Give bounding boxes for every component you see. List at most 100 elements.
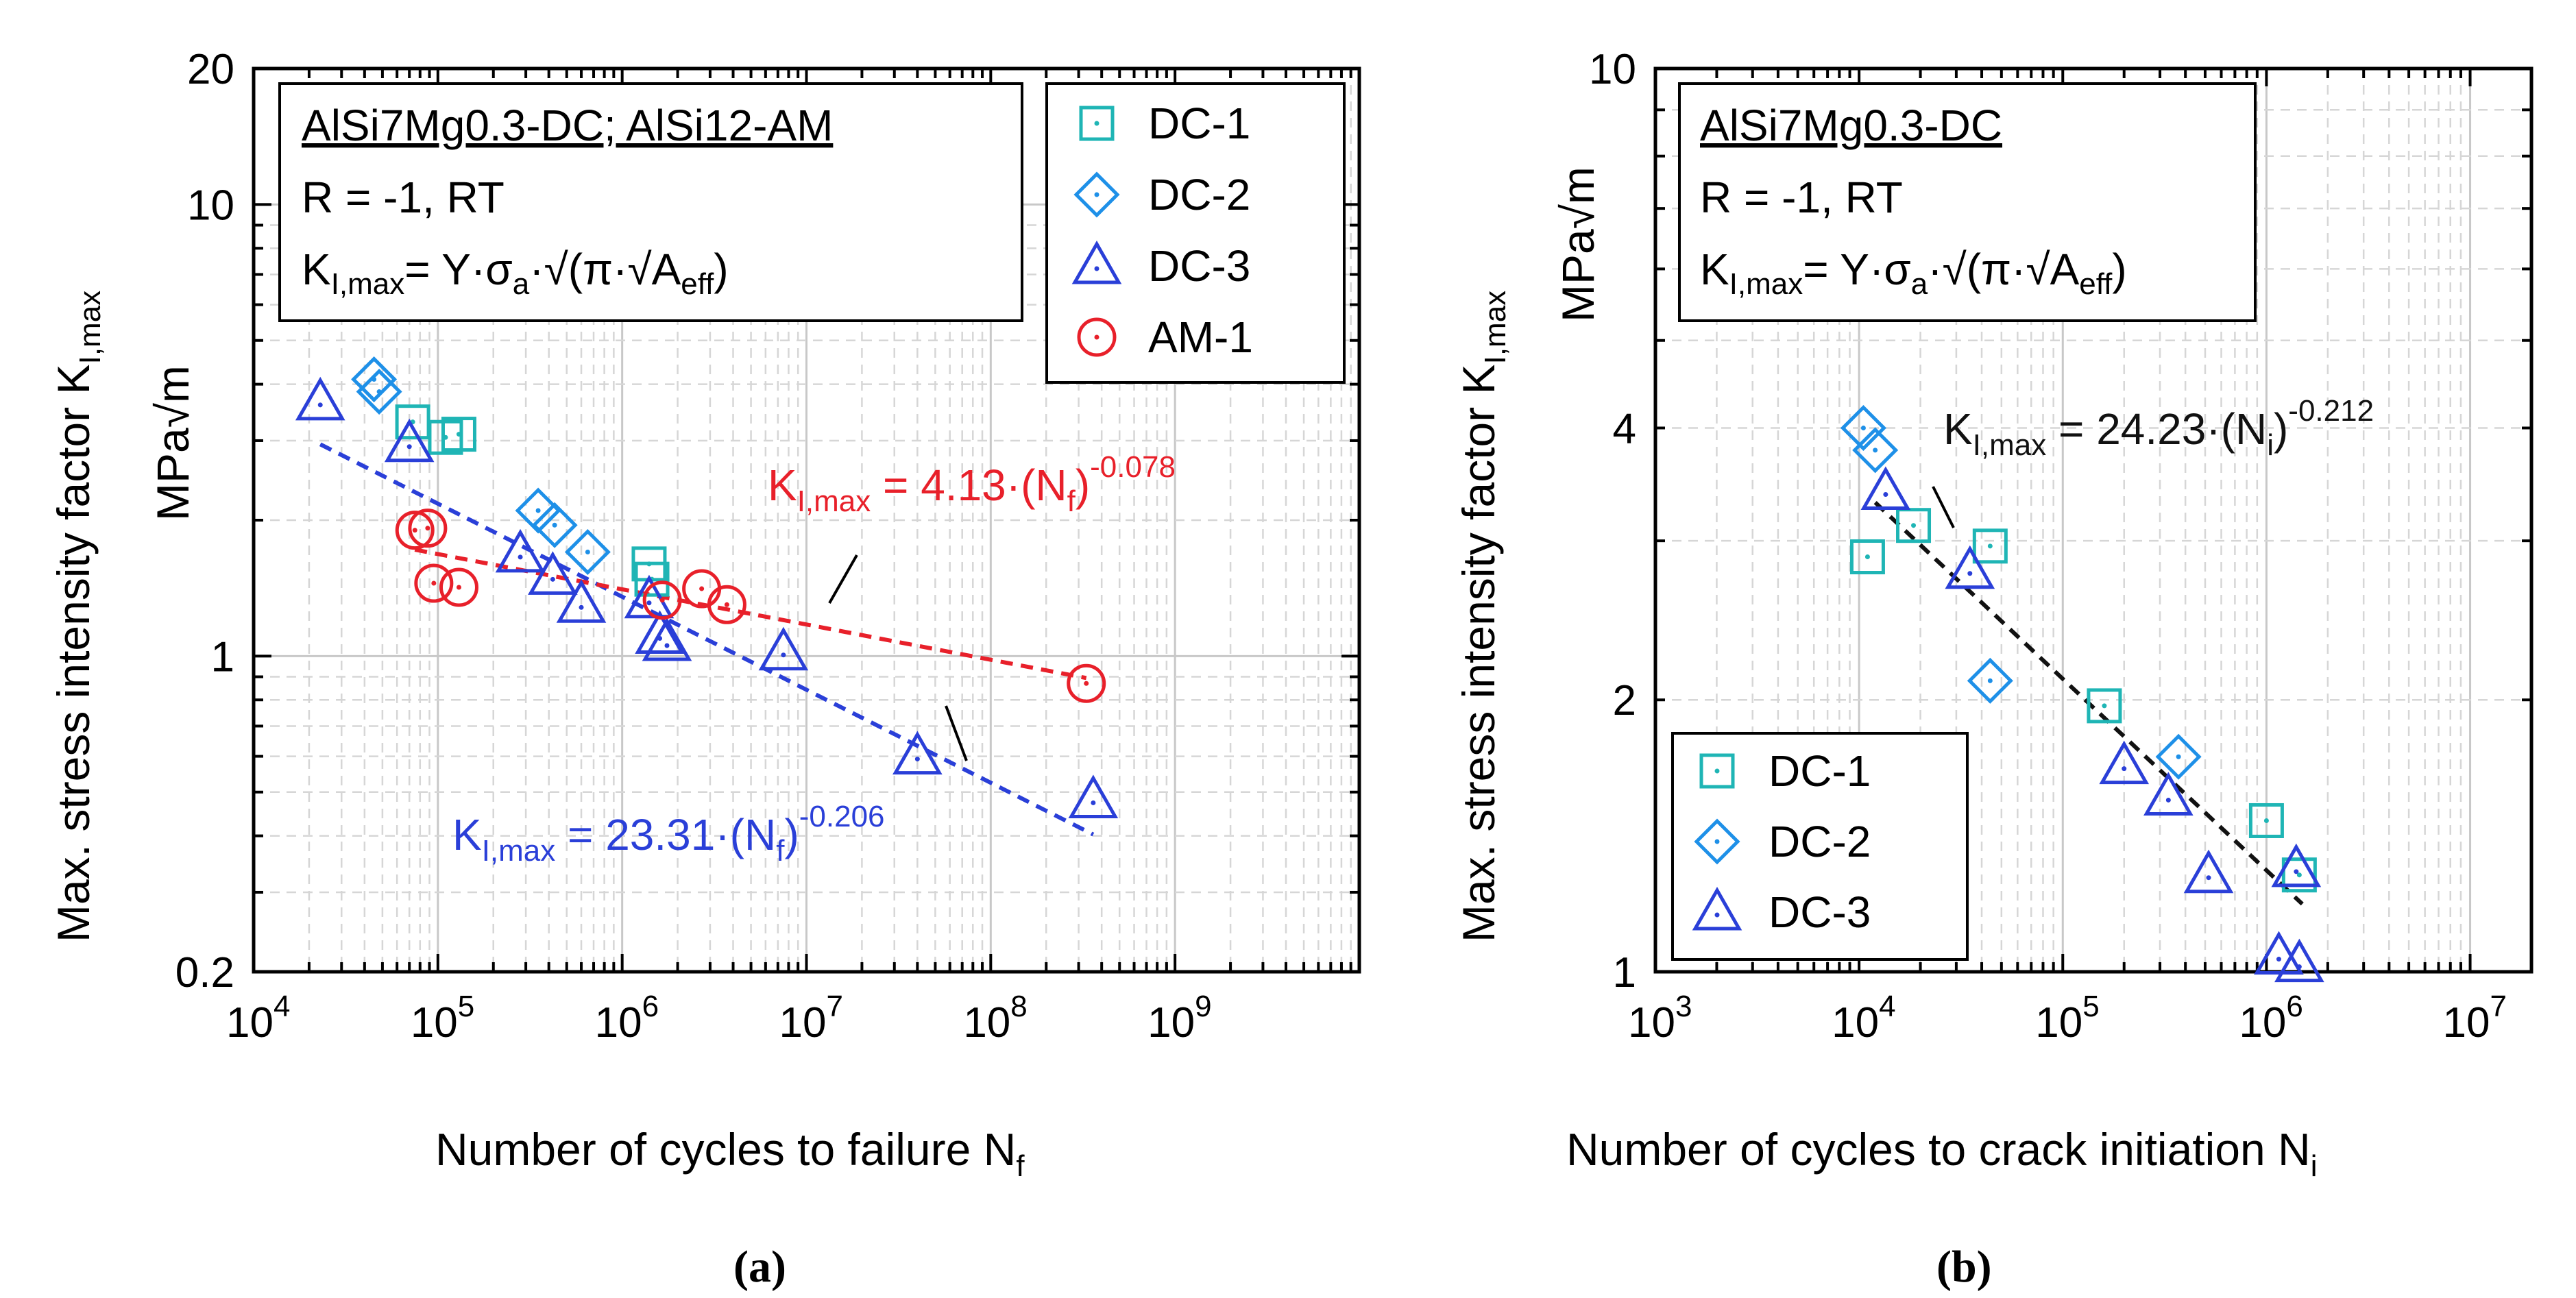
panel-a-info-formula: KI,max= Y·σa·√(π·√Aeff) — [302, 245, 729, 301]
panel-b-info-box-frame — [1678, 82, 2257, 322]
a-x-tick-label: 104 — [226, 990, 290, 1046]
panel-a-legend-frame — [1045, 82, 1346, 384]
a-legend-item-AM-1: AM-1 — [1077, 313, 1253, 362]
b-legend-item-DC-3: DC-3 — [1692, 886, 1871, 937]
b-point-DC-2 — [2155, 733, 2202, 780]
a-point-AM-1 — [439, 567, 478, 607]
b-point-DC-2-center-dot — [1873, 448, 1878, 453]
b-x-tick-label: 106 — [2239, 990, 2302, 1046]
a-point-DC-3-center-dot — [646, 600, 652, 606]
panel-a-chart: 104 105 106 107 108 109 0.2 1 10 20 Max. stress i… — [48, 46, 1361, 1292]
panel-a-info-box: AlSi7Mg0.3-DC; AlSi12-AM R = -1, RT KI,m… — [278, 82, 1023, 322]
panel-b-caption: (b) — [1936, 1242, 1992, 1292]
b-legend-label-DC-1: DC-1 — [1769, 746, 1871, 796]
b-legend-marker-DC-3 — [1692, 886, 1742, 931]
a-series-DC-3 — [295, 376, 1119, 818]
a-fit-line-DC-3 — [319, 442, 1095, 837]
b-legend-item-DC-1: DC-1 — [1699, 746, 1871, 796]
b-y-tick-label: 2 — [1613, 677, 1636, 724]
panel-b-x-axis-title: Number of cycles to crack initiation Ni — [1566, 1124, 2318, 1183]
b-point-DC-3 — [2271, 843, 2322, 887]
panel-b-chart: 103 104 105 106 107 1 2 4 10 Max. stress intensi… — [1453, 46, 2534, 1292]
panel-b-fit-label: KI,max = 24.23·(Ni)-0.212 — [1943, 394, 2374, 462]
b-point-DC-1 — [2087, 688, 2122, 724]
a-point-DC-3 — [528, 551, 578, 595]
b-point-DC-3-center-dot — [1967, 571, 1973, 576]
a-point-DC-1-center-dot — [456, 432, 461, 437]
b-point-DC-3-center-dot — [2165, 797, 2171, 803]
a-point-AM-1-center-dot — [431, 580, 437, 586]
panel-a-fit-label-am1: KI,max = 4.13·(Nf)-0.078 — [768, 450, 1176, 518]
b-legend-marker-DC-1-center-dot — [1714, 768, 1720, 774]
b-y-tick-label: 4 — [1613, 405, 1636, 452]
a-point-DC-2 — [356, 369, 402, 415]
panel-b-y-unit: MPa√m — [1553, 167, 1603, 322]
a-legend-label-DC-3: DC-3 — [1148, 241, 1250, 291]
b-legend-marker-DC-2 — [1694, 818, 1740, 865]
a-point-AM-1-center-dot — [699, 586, 705, 591]
panel-b-plot-frame — [1653, 66, 2534, 974]
panel-a-info-box-frame — [278, 82, 1023, 322]
a-y-tick-label: 10 — [187, 182, 234, 229]
b-point-DC-3 — [2099, 740, 2150, 785]
a-point-DC-1 — [634, 561, 670, 597]
a-point-DC-3-center-dot — [406, 444, 412, 450]
b-legend-item-DC-2: DC-2 — [1694, 817, 1871, 866]
a-point-DC-3-center-dot — [579, 604, 584, 610]
b-point-DC-1 — [2281, 857, 2317, 893]
a-point-DC-3 — [635, 610, 685, 654]
a-legend-label-DC-1: DC-1 — [1148, 99, 1250, 148]
panel-a-fit-leader-am1 — [828, 554, 858, 604]
a-y-tick-label: 1 — [211, 633, 234, 681]
panel-a-fit-leader-dc3 — [945, 705, 968, 761]
panel-b-info-conditions: R = -1, RT — [1700, 173, 1903, 222]
b-point-DC-1 — [1896, 508, 1932, 543]
a-legend-marker-AM-1-center-dot — [1094, 334, 1099, 340]
b-point-DC-3-center-dot — [2296, 964, 2302, 970]
b-legend-marker-DC-1 — [1699, 753, 1735, 789]
b-x-tick-label: 105 — [2035, 990, 2099, 1046]
panel-b-legend-frame — [1671, 732, 1969, 961]
a-series-AM-1 — [395, 509, 1106, 703]
a-legend-item-DC-2: DC-2 — [1073, 170, 1250, 219]
b-point-DC-1 — [1972, 528, 2008, 564]
b-point-DC-1-center-dot — [2296, 872, 2302, 878]
panel-b-info-material: AlSi7Mg0.3-DC — [1700, 101, 2002, 150]
a-point-DC-3 — [892, 731, 943, 775]
b-series-DC-3 — [1860, 466, 2324, 983]
panel-b-info-box: AlSi7Mg0.3-DC R = -1, RT KI,max= Y·σa·√(… — [1678, 82, 2257, 322]
b-x-tick-label: 104 — [1832, 990, 1895, 1046]
a-point-DC-3 — [384, 418, 435, 463]
b-legend-label-DC-2: DC-2 — [1769, 817, 1871, 866]
a-x-tick-label: 109 — [1147, 990, 1211, 1046]
a-y-tick-label: 20 — [187, 46, 234, 93]
b-point-DC-3 — [1945, 545, 1995, 589]
b-point-DC-3-center-dot — [2294, 869, 2299, 874]
a-point-DC-2-center-dot — [552, 522, 557, 528]
b-point-DC-1 — [1849, 539, 1885, 575]
a-point-AM-1 — [414, 563, 454, 603]
b-legend-marker-DC-3-center-dot — [1714, 912, 1720, 918]
a-point-DC-3 — [495, 528, 546, 573]
b-point-DC-3 — [1860, 466, 1911, 511]
b-point-DC-1-center-dot — [1987, 543, 1993, 549]
b-point-DC-2 — [1967, 657, 2013, 704]
a-point-AM-1 — [395, 511, 435, 550]
a-legend-marker-DC-2-center-dot — [1094, 192, 1099, 197]
b-point-DC-2-center-dot — [1987, 678, 1993, 683]
b-point-DC-3-center-dot — [2122, 766, 2127, 772]
a-point-DC-3-center-dot — [914, 757, 920, 762]
a-point-DC-1 — [428, 419, 463, 455]
b-point-DC-1-center-dot — [2102, 703, 2107, 709]
a-point-DC-3-center-dot — [1091, 800, 1096, 805]
a-point-DC-3-center-dot — [781, 652, 786, 658]
b-series-DC-1 — [1849, 508, 2317, 893]
a-point-AM-1-center-dot — [1084, 681, 1089, 686]
a-x-tick-label: 106 — [595, 990, 659, 1046]
panel-b-info-formula: KI,max= Y·σa·√(π·√Aeff) — [1700, 245, 2127, 301]
panel-a-x-axis-title: Number of cycles to failure Nf — [435, 1124, 1025, 1183]
b-point-DC-1 — [2248, 803, 2284, 838]
a-x-tick-label: 105 — [411, 990, 474, 1046]
a-point-AM-1-center-dot — [724, 602, 729, 607]
